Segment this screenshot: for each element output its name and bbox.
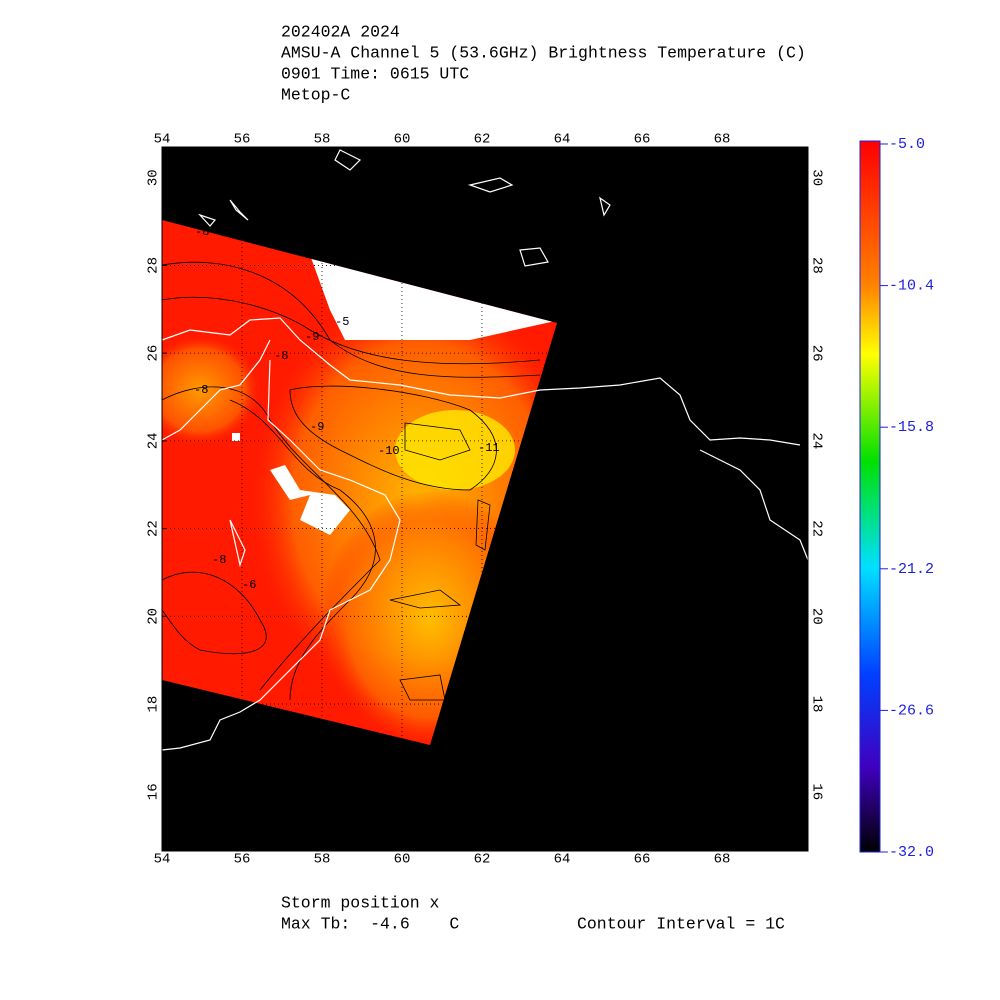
colorbar-tick-label: -21.2 [889, 561, 934, 578]
lat-tick-label: 26 [146, 345, 162, 362]
lon-tick-label: 54 [154, 132, 171, 148]
contour-label: -8 [195, 225, 209, 239]
lat-tick-label: 28 [146, 257, 162, 274]
contour-label: -9 [305, 330, 319, 344]
lon-tick-label: 56 [234, 132, 251, 148]
lon-tick-label: 60 [394, 852, 411, 868]
map-frame [161, 146, 809, 852]
contour-label: -8 [274, 349, 288, 363]
contour-interval: Contour Interval = 1C [577, 914, 785, 933]
contour-label: -11 [478, 441, 500, 455]
storm-position: Storm position x [281, 893, 440, 912]
lon-tick-label: 58 [314, 852, 331, 868]
lon-tick-label: 60 [394, 132, 411, 148]
lat-tick-label: 24 [146, 432, 162, 449]
cloud-patch [310, 255, 557, 340]
lat-tick-label: 16 [146, 783, 162, 800]
lon-tick-label: 62 [474, 852, 491, 868]
lon-tick-label: 66 [634, 852, 651, 868]
colorbar-tick-label: -26.6 [889, 702, 934, 719]
lat-tick-label: 24 [808, 432, 824, 449]
header: 202402A 2024 AMSU-A Channel 5 (53.6GHz) … [281, 22, 806, 104]
contour-label: -6 [242, 578, 256, 592]
lat-tick-label: 30 [146, 169, 162, 186]
lat-tick-label: 18 [146, 696, 162, 713]
footer: Storm position x Max Tb: -4.6 C Contour … [281, 893, 785, 933]
lon-tick-label: 68 [714, 132, 731, 148]
lat-tick-label: 16 [808, 783, 824, 800]
lat-tick-label: 28 [808, 257, 824, 274]
max-tb: Max Tb: -4.6 C [281, 914, 459, 933]
lat-tick-label: 22 [146, 520, 162, 537]
warm-area [162, 335, 260, 445]
lat-tick-label: 22 [808, 520, 824, 537]
lat-tick-label: 30 [808, 169, 824, 186]
lon-tick-label: 66 [634, 132, 651, 148]
colorbar-tick-label: -32.0 [889, 844, 934, 861]
title-line: 202402A 2024 [281, 22, 400, 41]
colorbar-tick-label: -10.4 [889, 278, 934, 295]
title-line: Metop-C [281, 85, 350, 104]
lon-tick-label: 58 [314, 132, 331, 148]
contour-labels: -8 -5 -9 -8 -8 -9 -10 -11 -8 -6 [194, 225, 500, 592]
colorbar-tick-label: -5.0 [889, 136, 925, 153]
lon-tick-label: 64 [554, 852, 571, 868]
cloud-patch [270, 465, 350, 535]
contour-label: -10 [378, 444, 400, 458]
contour-label: -5 [335, 315, 349, 329]
lat-tick-label: 26 [808, 345, 824, 362]
lon-tick-label: 64 [554, 132, 571, 148]
lat-tick-label: 20 [808, 608, 824, 625]
grid [162, 220, 557, 745]
coastlines [161, 149, 809, 751]
lon-tick-label: 54 [154, 852, 171, 868]
contour-label: -8 [194, 383, 208, 397]
warm-core [395, 410, 515, 490]
swath [162, 220, 557, 745]
colorbar-tick-label: -15.8 [889, 419, 934, 436]
cloud-patch [232, 433, 240, 441]
lat-tick-label: 18 [808, 696, 824, 713]
title-line: AMSU-A Channel 5 (53.6GHz) Brightness Te… [281, 43, 806, 62]
contour-label: -9 [310, 420, 324, 434]
title-line: 0901 Time: 0615 UTC [281, 64, 469, 83]
lon-tick-label: 56 [234, 852, 251, 868]
lon-tick-label: 62 [474, 132, 491, 148]
colorbar [859, 140, 881, 853]
contour-label: -8 [212, 553, 226, 567]
lon-tick-label: 68 [714, 852, 731, 868]
lat-tick-label: 20 [146, 608, 162, 625]
